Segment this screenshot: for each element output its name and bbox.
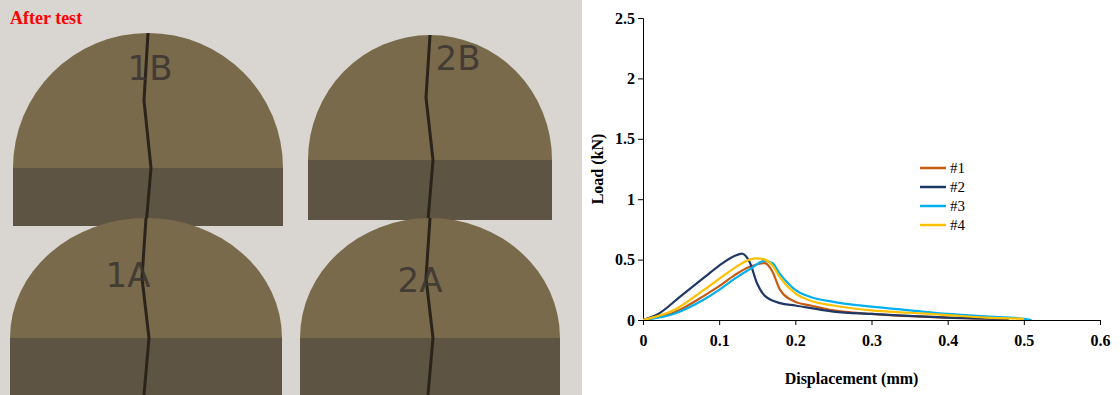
tick-mark [638,260,643,261]
y-axis-title: Load (kN) [589,134,607,205]
legend-label: #4 [950,217,966,233]
tick: 0.5 [615,251,643,268]
tick-label: 1 [627,191,635,208]
chart: 0 0.1 0.2 0.3 0.4 0.5 0.6 0 0.5 1 1.5 2 2.5 Displacem… [589,10,1111,388]
legend-label: #2 [950,179,965,195]
tick-label: 0.4 [938,332,958,349]
tick: 0.2 [786,320,806,349]
tick-mark [795,320,796,325]
tick-mark [638,18,643,19]
tick: 0.1 [710,320,730,349]
specimen-label: 2B [436,38,481,78]
tick-label: 0.6 [1091,332,1111,349]
tick-mark [638,320,643,321]
tick: 0.3 [862,320,882,349]
tick: 2.5 [615,10,643,27]
tick-label: 0 [627,312,635,329]
tick: 0.5 [1014,320,1034,349]
tick-mark [948,320,949,325]
tick-label: 0.1 [710,332,730,349]
legend: #1 #2 #3 #4 [920,160,966,233]
plot-area [643,254,1031,320]
figure: 1B 2B 1A 2A After test 0 0.1 0.2 0.3 0.4 0.5 0.6 0 0.… [0,0,1120,395]
tick: 2 [627,70,643,87]
crack [426,35,433,220]
tick-mark [638,78,643,79]
photo-title: After test [10,8,82,28]
tick: 1.5 [615,130,643,147]
legend-swatch [920,205,946,208]
specimen-label: 2A [398,260,443,300]
tick-mark [638,199,643,200]
tick: 0 [627,312,643,329]
tick-mark [1024,320,1025,325]
legend-swatch [920,186,946,189]
tick-label: 2 [627,70,635,87]
crack [426,218,433,395]
specimen-label: 1B [128,48,173,88]
series-line [643,258,1024,320]
legend-label: #1 [950,160,965,176]
photo-background [0,0,582,395]
specimen: 2A [300,218,560,395]
crack [142,218,149,395]
legend-swatch [920,167,946,170]
specimen: 1B [13,33,283,226]
tick-mark [638,139,643,140]
tick-label: 0.3 [862,332,882,349]
tick-label: 0.5 [1014,332,1034,349]
tick: 0.4 [938,320,958,349]
tick-label: 0.2 [786,332,806,349]
tick-label: 2.5 [615,10,635,27]
legend-swatch [920,224,946,227]
y-axis: 0 0.5 1 1.5 2 2.5 [615,10,644,329]
tick-mark [872,320,873,325]
tick: 1 [627,191,643,208]
x-axis-title: Displacement (mm) [785,370,919,388]
tick-label: 1.5 [615,130,635,147]
tick-mark [1100,320,1101,325]
x-axis: 0 0.1 0.2 0.3 0.4 0.5 0.6 [640,320,1111,349]
axis-line [638,19,644,321]
tick-mark [719,320,720,325]
photo: 1B 2B 1A 2A After test [0,0,582,395]
axis-line [644,321,1101,326]
tick-label: 0.5 [615,251,635,268]
specimen: 2B [308,35,552,220]
specimen: 1A [10,218,282,395]
tick-label: 0 [640,332,648,349]
specimen-label: 1A [106,255,151,295]
legend-label: #3 [950,198,965,214]
tick: 0.6 [1091,320,1111,349]
series-line [643,254,1009,320]
tick: 0 [640,320,648,349]
